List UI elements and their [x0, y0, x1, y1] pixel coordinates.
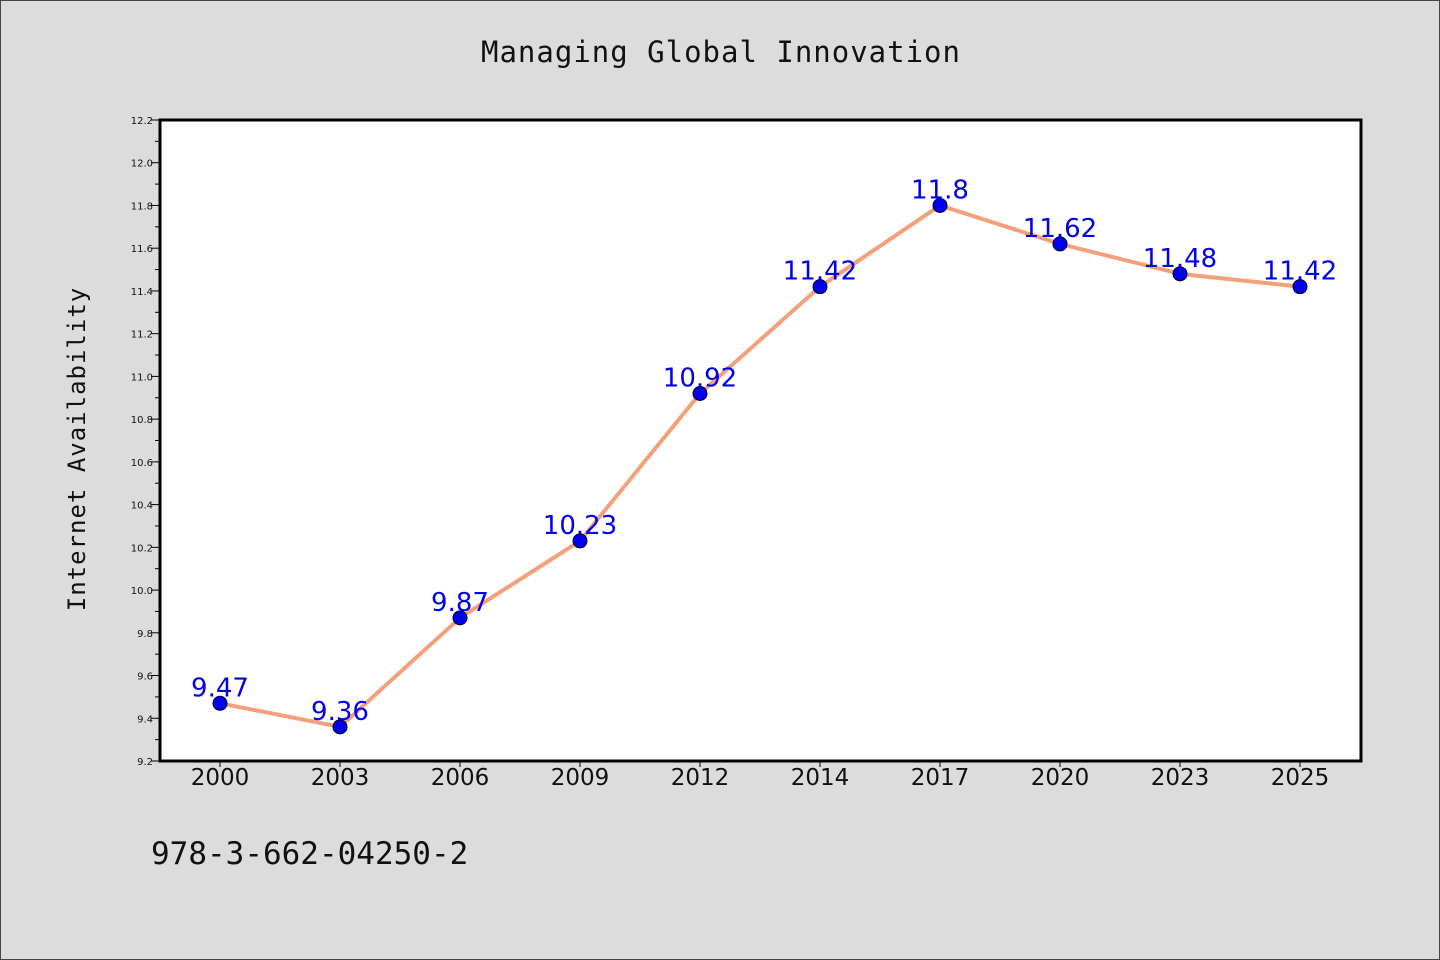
data-point — [332, 719, 348, 735]
x-tick-label: 2003 — [311, 765, 370, 791]
data-point — [452, 610, 468, 626]
data-point — [1172, 266, 1188, 282]
x-tick-label: 2017 — [911, 765, 970, 791]
data-label: 9.36 — [311, 697, 369, 727]
y-tick-label: 9.2 — [137, 757, 153, 768]
series-layer — [212, 197, 1308, 735]
y-tick-label: 10.8 — [131, 415, 153, 426]
series-line — [219, 203, 1301, 729]
x-tick-label: 2020 — [1031, 765, 1090, 791]
y-tick-label: 11.4 — [131, 287, 153, 298]
data-point — [1052, 236, 1068, 252]
x-axis-ticks: 2000 2003 2006 2009 2012 2014 2017 2020 2023 2025 — [191, 761, 1330, 791]
data-point — [812, 279, 828, 295]
data-label: 11.48 — [1143, 244, 1217, 274]
y-tick-label: 11.8 — [131, 201, 153, 212]
y-tick-label: 9.4 — [137, 714, 153, 725]
y-tick-label: 10.0 — [131, 586, 153, 597]
chart-title: Managing Global Innovation — [481, 35, 961, 69]
data-labels: 9.47 9.36 9.87 10.23 10.92 11.42 11.8 11.62 11.4… — [191, 175, 1337, 726]
data-label: 11.42 — [783, 257, 857, 287]
x-tick-label: 2014 — [791, 765, 850, 791]
data-label: 10.92 — [663, 363, 737, 393]
isbn-text: 978-3-662-04250-2 — [151, 836, 469, 872]
y-axis-ticks: 9.2 9.4 9.6 9.8 10.0 10.2 10.4 10.6 10.8 11.0 11.2… — [131, 116, 160, 768]
x-tick-label: 2023 — [1151, 765, 1210, 791]
y-tick-label: 10.4 — [131, 501, 153, 512]
y-tick-label: 11.2 — [131, 330, 153, 341]
data-point — [692, 385, 708, 401]
data-label: 11.42 — [1263, 257, 1337, 287]
y-tick-label: 12.2 — [131, 116, 153, 127]
x-tick-label: 2000 — [191, 765, 250, 791]
plot-area — [158, 118, 1363, 763]
data-point — [572, 533, 588, 549]
data-label: 11.8 — [911, 175, 969, 205]
x-tick-label: 2006 — [431, 765, 490, 791]
y-tick-label: 12.0 — [131, 159, 153, 170]
data-label: 9.87 — [431, 588, 489, 618]
y-tick-label: 10.2 — [131, 543, 153, 554]
x-tick-label: 2012 — [671, 765, 730, 791]
data-label: 11.62 — [1023, 214, 1097, 244]
data-point — [212, 695, 228, 711]
y-tick-label: 11.0 — [131, 372, 153, 383]
data-label: 10.23 — [543, 511, 617, 541]
y-tick-label: 9.8 — [137, 629, 153, 640]
data-point — [932, 197, 948, 213]
x-tick-label: 2025 — [1271, 765, 1330, 791]
y-tick-label: 9.6 — [137, 672, 153, 683]
data-point — [1292, 279, 1308, 295]
y-tick-label: 10.6 — [131, 458, 153, 469]
x-tick-label: 2009 — [551, 765, 610, 791]
data-label: 9.47 — [191, 673, 249, 703]
y-tick-label: 11.6 — [131, 244, 153, 255]
